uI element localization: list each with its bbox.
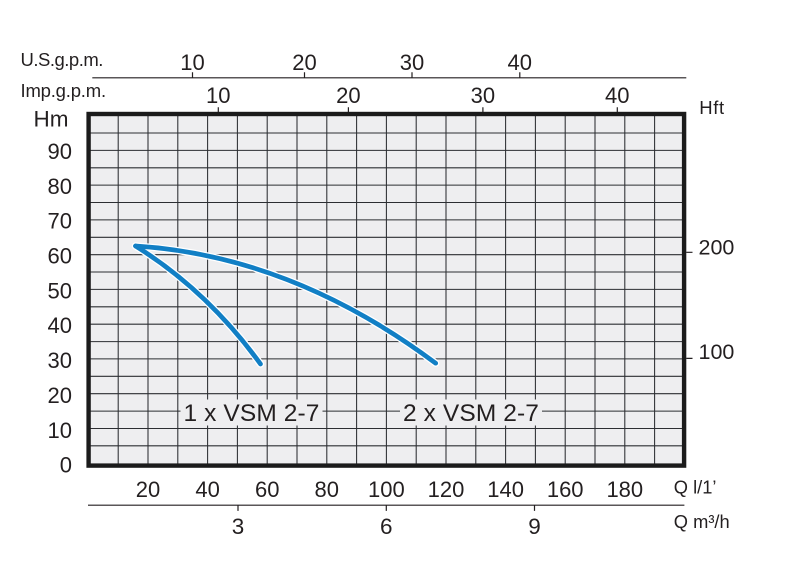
svg-text:1 x VSM 2-7: 1 x VSM 2-7 [184,400,320,427]
svg-text:100: 100 [699,340,735,364]
svg-text:0: 0 [60,453,72,478]
svg-text:140: 140 [487,477,524,502]
svg-text:200: 200 [699,236,735,260]
svg-text:40: 40 [195,477,219,502]
svg-text:Hft: Hft [699,97,724,118]
svg-text:20: 20 [136,477,160,502]
svg-text:20: 20 [292,50,316,75]
svg-text:30: 30 [471,83,495,108]
svg-text:10: 10 [180,50,204,75]
svg-text:20: 20 [48,383,72,408]
svg-text:20: 20 [336,83,360,108]
svg-text:U.S.g.p.m.: U.S.g.p.m. [21,49,103,70]
svg-text:Imp.g.p.m.: Imp.g.p.m. [21,80,106,101]
svg-text:10: 10 [48,418,72,443]
svg-text:80: 80 [48,174,72,199]
svg-text:180: 180 [606,477,643,502]
svg-text:2 x VSM 2-7: 2 x VSM 2-7 [403,400,539,427]
svg-text:Q l/1’: Q l/1’ [674,477,717,498]
svg-text:50: 50 [48,278,72,303]
svg-text:100: 100 [368,477,405,502]
svg-text:40: 40 [508,50,532,75]
svg-text:9: 9 [528,514,541,539]
svg-text:90: 90 [48,139,72,164]
svg-text:40: 40 [605,83,629,108]
svg-text:60: 60 [48,244,72,269]
svg-text:Q m³/h: Q m³/h [674,511,730,532]
svg-text:40: 40 [48,313,72,338]
svg-text:30: 30 [48,348,72,373]
svg-text:10: 10 [206,83,230,108]
svg-text:80: 80 [315,477,339,502]
svg-text:70: 70 [48,209,72,234]
svg-text:6: 6 [380,514,393,539]
svg-text:30: 30 [400,50,424,75]
svg-text:Hm: Hm [34,106,69,131]
svg-text:3: 3 [232,514,245,539]
svg-text:160: 160 [547,477,584,502]
svg-text:60: 60 [255,477,279,502]
svg-text:120: 120 [428,477,465,502]
